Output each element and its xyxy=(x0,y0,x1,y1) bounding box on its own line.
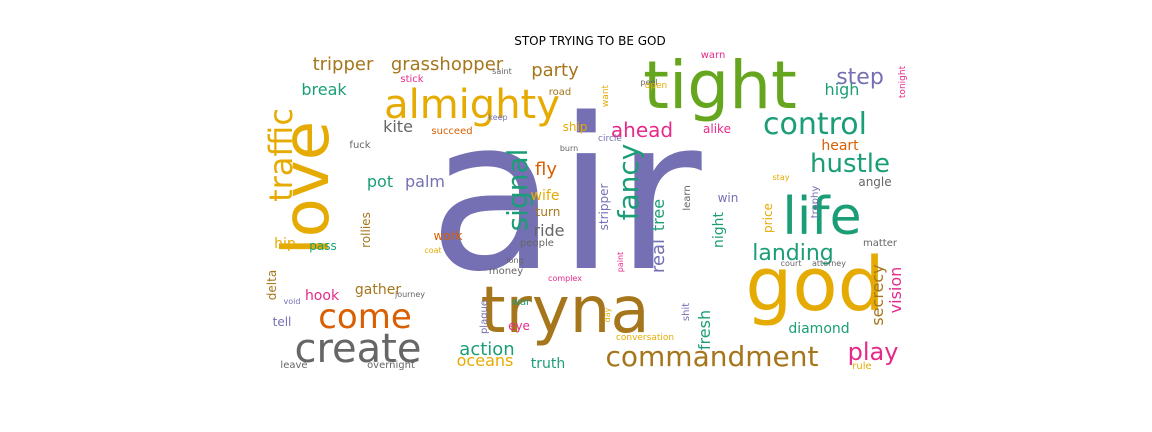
chart-title: STOP TRYING TO BE GOD xyxy=(514,34,666,48)
cloud-word-break: break xyxy=(301,80,347,99)
cloud-word-air: air xyxy=(428,73,702,318)
cloud-word-saint: saint xyxy=(492,67,512,76)
cloud-word-plaque: plaque xyxy=(479,300,490,334)
cloud-word-landing: landing xyxy=(752,241,834,266)
cloud-word-fancy: fancy xyxy=(612,144,645,221)
cloud-word-tryna: tryna xyxy=(480,274,649,348)
cloud-word-ship: ship xyxy=(563,120,588,134)
cloud-word-hook: hook xyxy=(305,288,340,304)
cloud-word-fresh: fresh xyxy=(695,310,714,350)
cloud-word-people: people xyxy=(520,238,554,249)
cloud-word-stripper: stripper xyxy=(597,184,611,231)
cloud-word-secrecy: secrecy xyxy=(868,264,887,325)
cloud-word-vision: vision xyxy=(886,267,905,314)
cloud-word-long: long xyxy=(506,256,523,265)
cloud-word-god: god xyxy=(745,242,884,328)
cloud-word-war: war xyxy=(512,297,531,308)
cloud-word-high: high xyxy=(825,80,860,99)
cloud-word-signal: signal xyxy=(501,149,534,232)
cloud-word-diamond: diamond xyxy=(788,321,849,337)
cloud-word-action: action xyxy=(459,339,514,360)
cloud-word-fly: fly xyxy=(535,159,557,180)
cloud-word-attorney: attorney xyxy=(812,259,846,268)
cloud-word-night: night xyxy=(711,211,727,248)
cloud-word-wife: wife xyxy=(531,188,560,204)
cloud-word-court: court xyxy=(781,259,802,268)
cloud-word-leave: leave xyxy=(280,360,307,371)
cloud-word-commandment: commandment xyxy=(606,340,819,373)
cloud-word-work: work xyxy=(433,229,462,243)
cloud-word-succeed: succeed xyxy=(431,126,472,137)
cloud-word-matter: matter xyxy=(863,238,898,249)
cloud-word-create: create xyxy=(295,326,422,372)
cloud-word-pot: pot xyxy=(367,172,393,191)
cloud-word-grasshopper: grasshopper xyxy=(391,54,504,75)
cloud-word-eye: eye xyxy=(508,319,530,333)
cloud-word-open: open xyxy=(645,81,667,91)
cloud-word-journey: journey xyxy=(394,290,425,299)
cloud-word-stick: stick xyxy=(400,74,423,85)
cloud-word-hip: hip xyxy=(274,236,296,252)
cloud-word-keep: keep xyxy=(488,113,507,122)
cloud-word-fuck: fuck xyxy=(349,140,370,151)
cloud-word-come: come xyxy=(318,297,412,337)
cloud-word-learn: learn xyxy=(682,185,693,210)
cloud-word-ahead: ahead xyxy=(611,118,673,142)
cloud-word-ride: ride xyxy=(533,221,564,240)
cloud-word-conversation: conversation xyxy=(616,333,674,343)
cloud-word-tell: tell xyxy=(273,315,292,329)
cloud-word-angle: angle xyxy=(858,175,891,189)
cloud-word-overnight: overnight xyxy=(367,360,415,371)
cloud-word-burn: burn xyxy=(560,144,578,153)
cloud-word-shit: shit xyxy=(681,303,692,321)
cloud-word-gather: gather xyxy=(355,282,401,298)
cloud-word-alike: alike xyxy=(703,122,731,136)
cloud-word-road: road xyxy=(549,87,572,98)
cloud-word-rule: rule xyxy=(852,361,871,372)
cloud-word-truth: truth xyxy=(531,356,565,372)
cloud-word-circle: circle xyxy=(598,134,622,144)
cloud-word-paint: paint xyxy=(616,252,625,272)
cloud-word-price: price xyxy=(761,203,775,233)
cloud-word-pass: pass xyxy=(309,239,336,253)
cloud-word-step: step xyxy=(836,65,884,90)
cloud-word-want: want xyxy=(601,84,611,107)
cloud-word-palm: palm xyxy=(405,172,445,191)
cloud-word-tripper: tripper xyxy=(313,54,374,75)
cloud-word-day: day xyxy=(603,307,612,322)
cloud-word-tonight: tonight xyxy=(898,65,908,98)
cloud-word-party: party xyxy=(531,60,579,81)
cloud-word-play: play xyxy=(848,338,899,366)
cloud-word-life: life xyxy=(782,187,861,247)
cloud-word-almighty: almighty xyxy=(384,82,560,128)
cloud-word-kite: kite xyxy=(383,117,413,136)
cloud-word-control: control xyxy=(763,107,867,142)
cloud-word-turn: turn xyxy=(536,205,561,219)
cloud-word-tight: tight xyxy=(643,47,797,124)
cloud-word-tree: tree xyxy=(649,199,668,231)
cloud-word-delta: delta xyxy=(265,270,279,300)
cloud-word-coat: coat xyxy=(424,246,441,255)
cloud-word-peel: peel xyxy=(640,78,657,87)
cloud-word-win: win xyxy=(718,191,739,205)
cloud-word-void: void xyxy=(284,297,301,306)
cloud-word-love: love xyxy=(270,121,344,255)
cloud-word-oceans: oceans xyxy=(457,351,514,370)
cloud-word-warn: warn xyxy=(701,50,726,61)
cloud-word-trophy: trophy xyxy=(810,186,821,219)
cloud-word-stay: stay xyxy=(773,173,790,182)
cloud-word-real: real xyxy=(648,239,669,273)
cloud-word-heart: heart xyxy=(821,138,859,154)
cloud-word-complex: complex xyxy=(548,274,582,283)
cloud-word-traffic: traffic xyxy=(262,108,300,202)
cloud-word-money: money xyxy=(489,266,523,277)
cloud-word-hustle: hustle xyxy=(810,149,890,179)
cloud-word-rollies: rollies xyxy=(359,212,373,248)
